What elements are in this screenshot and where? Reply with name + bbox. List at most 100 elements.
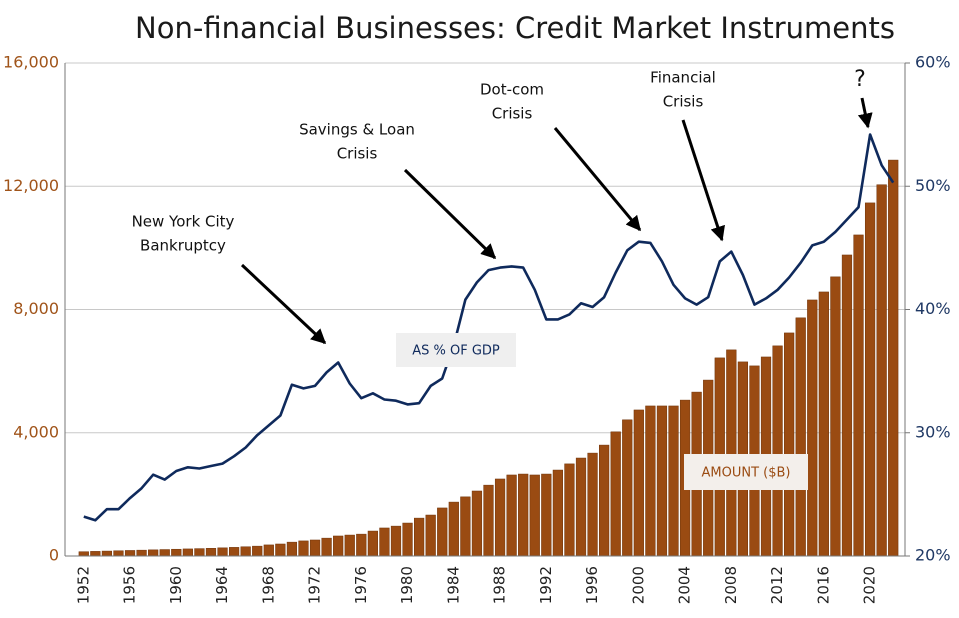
y2-tick-label: 20% [915,546,951,565]
x-tick-label: 1952 [74,566,92,604]
bar [228,547,240,557]
bar [772,345,783,557]
x-tick-label: 2000 [629,566,647,604]
bar [830,276,841,557]
bar [240,546,251,557]
x-tick-label: 1984 [444,566,462,604]
bar [506,474,517,557]
bar [159,549,170,557]
bar [471,490,483,557]
x-tick-label: 1996 [583,566,601,604]
bar [217,547,228,557]
annotation: ? [854,67,866,92]
annotation-arrow [240,263,327,345]
bar [818,291,829,557]
line [83,133,895,522]
bar [333,535,344,557]
bar [298,540,309,557]
bar [113,550,124,557]
annotation: Crisis [663,93,704,111]
bar [78,551,89,557]
y2-tick-label: 40% [915,299,951,318]
bar [148,549,159,557]
bar [599,444,610,557]
bar [448,501,459,557]
y2-tick-label: 30% [915,422,951,441]
bar [182,548,193,557]
x-tick-label: 2012 [768,566,786,604]
bar [136,549,147,557]
bar [853,234,864,557]
legend-box [396,333,516,367]
bar [367,530,378,557]
x-tick-label: 1976 [352,566,370,604]
bar [263,544,274,557]
annotation: New York City [132,213,235,231]
annotation-arrow [857,97,873,129]
x-tick-label: 1956 [121,566,139,604]
bar [275,543,286,557]
bar [252,545,263,557]
bar [90,551,101,557]
y-tick-label: 4,000 [13,422,59,441]
chart-title: Non-financial Businesses: Credit Market … [135,11,895,45]
bar [194,548,205,557]
y-tick-label: 0 [49,546,59,565]
annotation-arrow [681,119,725,242]
bar [587,452,598,557]
annotation-arrow [553,127,642,232]
bar [807,299,818,557]
x-tick-label: 1964 [213,566,231,604]
bar [876,184,887,557]
bar [575,457,587,557]
annotation: Crisis [492,105,533,123]
bar [529,474,540,557]
bar [668,405,679,557]
bar [541,473,552,557]
x-tick-label: 2016 [814,566,832,604]
x-tick-label: 2020 [861,566,879,604]
bar [483,484,494,557]
legend-label: AMOUNT ($B) [702,466,791,481]
bar [321,537,332,557]
y-tick-label: 12,000 [3,176,59,195]
bar [124,550,136,557]
x-tick-label: 2004 [676,566,694,604]
legend-box [684,454,808,490]
annotation: Savings & Loan [299,121,415,139]
y-tick-label: 8,000 [13,299,59,318]
bar [286,541,298,557]
legend-label: AS % OF GDP [412,344,500,359]
bar [784,332,795,557]
x-tick-label: 1988 [491,566,509,604]
x-tick-label: 1980 [398,566,416,604]
bar [610,431,621,557]
bar [205,548,217,557]
x-tick-label: 1992 [537,566,555,604]
annotation-arrow [403,168,497,260]
bar [795,317,806,557]
bar [645,405,656,557]
bar [494,478,506,557]
bar [309,539,321,557]
bar [425,514,436,557]
bar [460,496,471,557]
bar [402,522,413,557]
bar [414,517,425,557]
y2-tick-label: 60% [915,53,951,72]
y2-tick-label: 50% [915,176,951,195]
bar [888,159,899,557]
bar [518,473,529,557]
bar [841,254,853,557]
bar [356,533,367,557]
annotation: Crisis [337,145,378,163]
bar [379,527,390,557]
annotation: Bankruptcy [140,237,226,255]
bar [864,202,876,557]
bar [622,419,633,557]
bar [564,463,575,557]
bar [344,534,355,557]
x-tick-label: 1972 [306,566,324,604]
x-tick-label: 1968 [259,566,277,604]
